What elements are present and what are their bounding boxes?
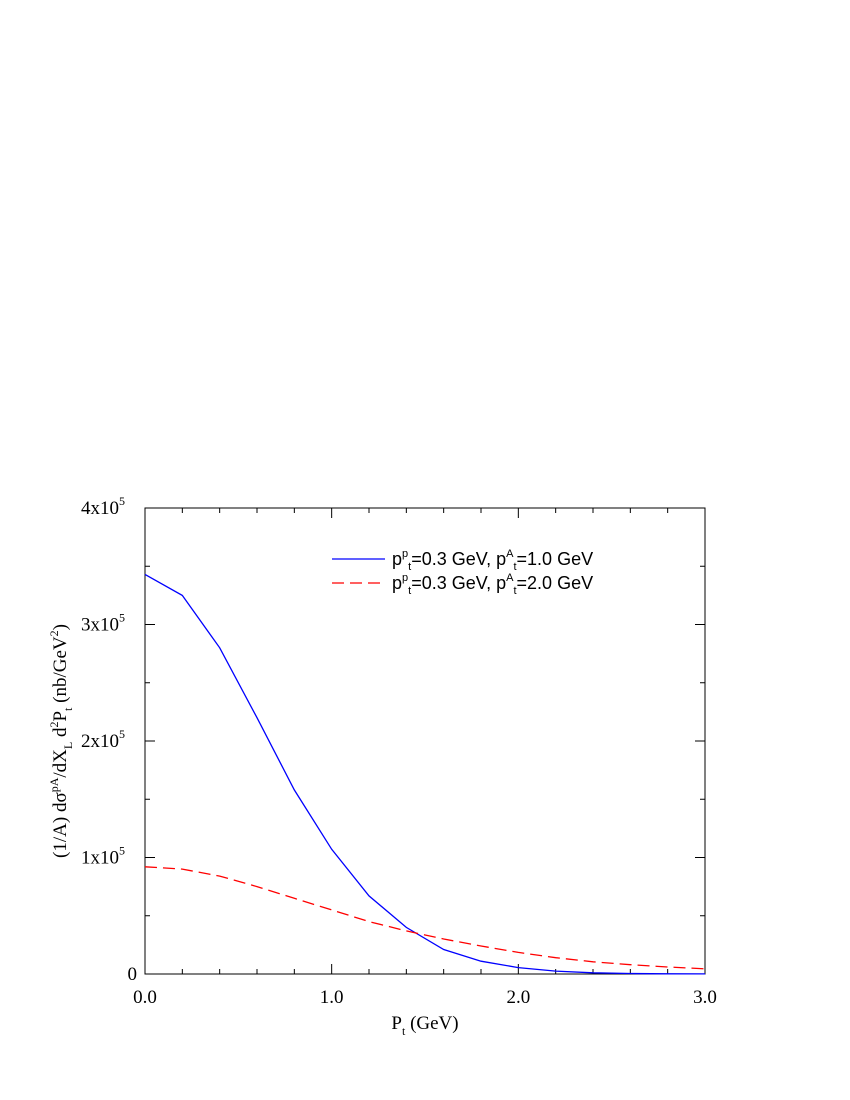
- legend-label-1: ppt=0.3 GeV, pAt=1.0 GeV: [392, 548, 593, 573]
- series-line-1: [144, 573, 706, 975]
- x-tick-label: 3.0: [693, 987, 717, 1008]
- y-tick-label: 2x105: [81, 727, 125, 752]
- x-tick-label: 0.0: [133, 987, 157, 1008]
- axis-ticks: [144, 507, 706, 975]
- axis-labels: Pt (GeV) (1/A) dσpA/dXL d2Pt (nb/GeV2): [47, 624, 459, 1038]
- y-axis-label: (1/A) dσpA/dXL d2Pt (nb/GeV2): [47, 624, 75, 858]
- tick-labels: 0.0 1.0 2.0 3.0 0 1x105 2x105 3x105 4x105: [81, 494, 717, 1008]
- y-tick-label: 3x105: [81, 611, 125, 636]
- series-group: [144, 573, 706, 975]
- y-tick-label: 4x105: [81, 494, 125, 519]
- legend-label-2: ppt=0.3 GeV, pAt=2.0 GeV: [392, 572, 593, 597]
- y-tick-label: 0: [128, 964, 138, 985]
- x-tick-label: 1.0: [320, 987, 344, 1008]
- x-axis-label: Pt (GeV): [391, 1013, 458, 1038]
- x-tick-label: 2.0: [506, 987, 530, 1008]
- series-line-2: [144, 866, 706, 970]
- y-tick-label: 1x105: [81, 844, 125, 869]
